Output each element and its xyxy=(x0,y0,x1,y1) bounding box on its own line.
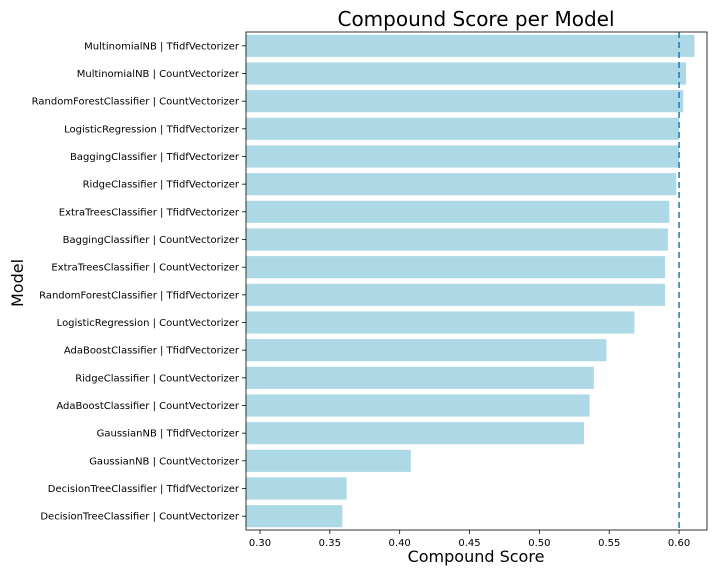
bar xyxy=(246,283,666,306)
y-tick-label: BaggingClassifier | CountVectorizer xyxy=(63,235,240,246)
y-tick-label: DecisionTreeClassifier | CountVectorizer xyxy=(40,512,240,523)
bar xyxy=(246,117,680,140)
plot-frame xyxy=(245,31,708,531)
y-tick-label: AdaBoostClassifier | CountVectorizer xyxy=(56,401,239,412)
y-axis-label: Model xyxy=(8,259,27,307)
y-tick-label: ExtraTreesClassifier | TfidfVectorizer xyxy=(59,207,240,218)
bars-group xyxy=(246,34,695,528)
y-tick-label: AdaBoostClassifier | TfidfVectorizer xyxy=(64,346,240,357)
bar xyxy=(246,339,607,362)
x-tick-label: 0.35 xyxy=(319,538,341,549)
bar xyxy=(246,256,666,279)
bar xyxy=(246,90,684,113)
bar xyxy=(246,505,343,528)
x-tick-label: 0.50 xyxy=(528,538,550,549)
bar xyxy=(246,200,670,223)
y-tick-label: GaussianNB | CountVectorizer xyxy=(89,456,240,467)
y-tick-label: MultinomialNB | TfidfVectorizer xyxy=(84,41,240,52)
bar xyxy=(246,394,590,417)
y-tick-label: MultinomialNB | CountVectorizer xyxy=(77,69,240,80)
x-tick-labels: 0.30 0.35 0.40 0.45 0.50 0.55 0.60 xyxy=(249,530,690,549)
y-tick-label: RidgeClassifier | TfidfVectorizer xyxy=(83,180,240,191)
y-tick-label: LogisticRegression | CountVectorizer xyxy=(57,318,240,329)
bar xyxy=(246,449,411,472)
x-tick-label: 0.40 xyxy=(389,538,411,549)
bar xyxy=(246,477,347,500)
y-tick-label: LogisticRegression | TfidfVectorizer xyxy=(64,124,240,135)
bar xyxy=(246,34,695,57)
y-tick-label: RandomForestClassifier | CountVectorizer xyxy=(32,97,240,108)
x-tick-label: 0.60 xyxy=(668,538,690,549)
bar xyxy=(246,145,680,168)
y-tick-label: RandomForestClassifier | TfidfVectorizer xyxy=(39,290,240,301)
y-tick-labels: MultinomialNB | TfidfVectorizer Multinomi… xyxy=(32,41,246,523)
y-tick-label: BaggingClassifier | TfidfVectorizer xyxy=(70,152,240,163)
bar xyxy=(246,422,585,445)
y-tick-label: DecisionTreeClassifier | TfidfVectorizer xyxy=(48,484,240,495)
y-tick-label: RidgeClassifier | CountVectorizer xyxy=(75,373,240,384)
x-axis-label: Compound Score xyxy=(408,547,545,566)
bar xyxy=(246,311,635,334)
bar xyxy=(246,173,677,196)
y-tick-label: ExtraTreesClassifier | CountVectorizer xyxy=(51,263,240,274)
bar xyxy=(246,228,668,251)
x-tick-label: 0.30 xyxy=(249,538,271,549)
x-tick-label: 0.45 xyxy=(458,538,480,549)
x-tick-label: 0.55 xyxy=(598,538,620,549)
bar xyxy=(246,366,594,389)
y-tick-label: GaussianNB | TfidfVectorizer xyxy=(97,429,240,440)
bar xyxy=(246,62,687,85)
chart-title: Compound Score per Model xyxy=(337,7,614,31)
